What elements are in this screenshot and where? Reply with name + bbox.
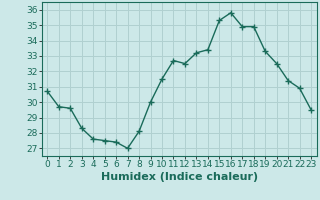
X-axis label: Humidex (Indice chaleur): Humidex (Indice chaleur): [100, 172, 258, 182]
